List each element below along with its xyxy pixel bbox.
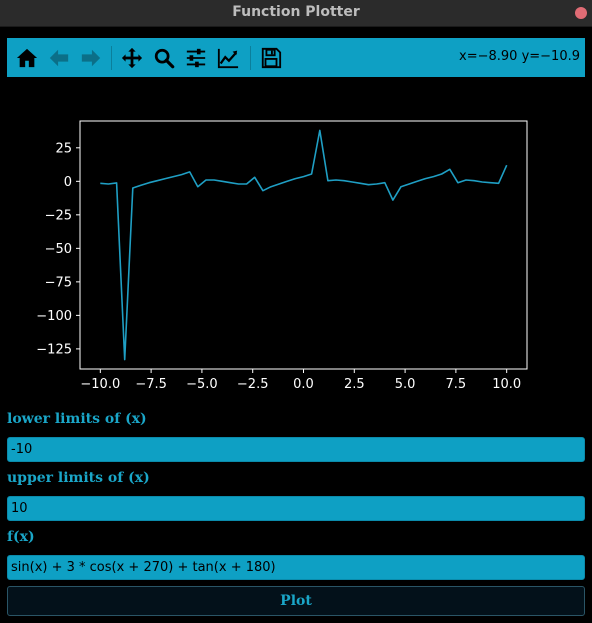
plot-button[interactable]: Plot — [7, 586, 585, 616]
x-tick-label: −5.0 — [186, 377, 218, 392]
edit-axis-icon — [217, 48, 239, 69]
x-tick-label: 2.5 — [344, 377, 365, 392]
cursor-coordinates: x=−8.90 y=−10.9 — [459, 49, 580, 64]
edit-axis-button[interactable] — [214, 44, 242, 72]
y-tick-label: −75 — [45, 275, 72, 290]
function-input[interactable] — [7, 555, 585, 580]
x-tick-label: 10.0 — [492, 377, 521, 392]
zoom-button[interactable] — [150, 44, 178, 72]
y-tick-label: −100 — [36, 309, 72, 324]
x-tick-label: 7.5 — [446, 377, 467, 392]
pan-button[interactable] — [118, 44, 146, 72]
forward-arrow-icon — [81, 49, 101, 67]
forward-button[interactable] — [77, 44, 105, 72]
upper-limit-label: upper limits of (x) — [7, 470, 150, 486]
x-tick-label: −10.0 — [80, 377, 120, 392]
toolbar-separator — [111, 46, 112, 70]
x-tick-label: 5.0 — [395, 377, 416, 392]
y-tick-label: −50 — [45, 242, 72, 257]
configure-subplots-icon — [186, 48, 206, 68]
x-tick-label: −7.5 — [135, 377, 167, 392]
function-plot[interactable]: −10.0 −7.5 −5.0 −2.5 0.0 2.5 5.0 7.5 10.0 25 0 −25 −… — [0, 80, 592, 400]
series-line — [100, 129, 508, 361]
home-icon — [16, 48, 38, 68]
back-arrow-icon — [49, 49, 69, 67]
x-tick-label: −2.5 — [237, 377, 269, 392]
plot-toolbar: x=−8.90 y=−10.9 — [7, 38, 585, 77]
lower-limit-label: lower limits of (x) — [7, 411, 147, 427]
y-tick-label: −25 — [45, 208, 72, 223]
upper-limit-input[interactable] — [7, 496, 585, 521]
y-tick-label: 0 — [64, 175, 72, 190]
zoom-icon — [154, 48, 175, 69]
toolbar-separator — [250, 46, 251, 70]
back-button[interactable] — [45, 44, 73, 72]
plot-canvas[interactable]: −10.0 −7.5 −5.0 −2.5 0.0 2.5 5.0 7.5 10.0 25 0 −25 −… — [0, 80, 592, 400]
x-tick-label: 0.0 — [293, 377, 314, 392]
configure-subplots-button[interactable] — [182, 44, 210, 72]
save-button[interactable] — [257, 44, 285, 72]
window-title: Function Plotter — [232, 4, 360, 20]
home-button[interactable] — [13, 44, 41, 72]
close-icon[interactable] — [575, 7, 587, 19]
lower-limit-input[interactable] — [7, 437, 585, 462]
function-label: f(x) — [7, 529, 35, 545]
y-tick-label: −125 — [36, 342, 72, 357]
axes-frame — [79, 120, 528, 370]
y-tick-label: 25 — [55, 141, 72, 156]
title-bar: Function Plotter — [0, 0, 592, 27]
pan-icon — [121, 47, 143, 69]
save-icon — [261, 47, 282, 69]
